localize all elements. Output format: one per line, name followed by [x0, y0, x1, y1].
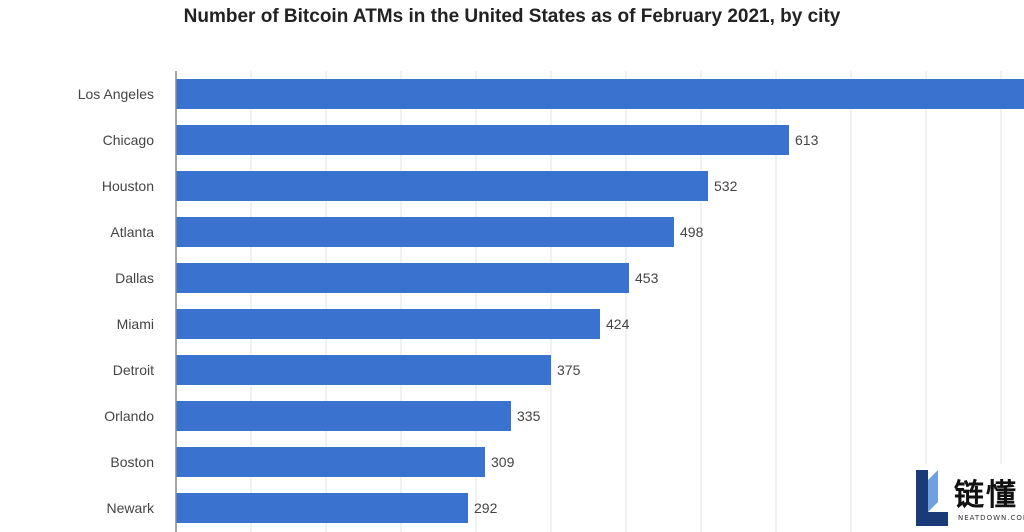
bar — [176, 171, 708, 201]
bar — [176, 79, 1024, 109]
data-label: 453 — [635, 270, 659, 286]
bar — [176, 401, 511, 431]
category-label: Chicago — [103, 132, 155, 148]
data-label: 335 — [517, 408, 541, 424]
category-label: Miami — [117, 316, 154, 332]
watermark-subtext: NEATDOWN.COM — [958, 514, 1024, 522]
data-label: 498 — [680, 224, 704, 240]
category-label: Detroit — [113, 362, 154, 378]
bar — [176, 493, 468, 523]
data-label: 613 — [795, 132, 819, 148]
chart-title: Number of Bitcoin ATMs in the United Sta… — [183, 6, 841, 27]
bar — [176, 447, 485, 477]
category-label: Dallas — [115, 270, 154, 286]
l-logo-icon — [916, 470, 948, 526]
data-label: 424 — [606, 316, 630, 332]
bar — [176, 125, 789, 155]
data-label: 532 — [714, 178, 738, 194]
category-label: Newark — [107, 500, 155, 516]
data-label: 309 — [491, 454, 515, 470]
category-label: Los Angeles — [78, 86, 154, 102]
category-label: Boston — [110, 454, 154, 470]
watermark: 链懂 NEATDOWN.COM — [908, 464, 1024, 532]
bar — [176, 217, 674, 247]
watermark-text: 链懂 — [954, 478, 1018, 513]
category-label: Houston — [102, 178, 154, 194]
data-label: 375 — [557, 362, 581, 378]
data-label: 292 — [474, 500, 498, 516]
bar — [176, 309, 600, 339]
bar — [176, 263, 629, 293]
bar — [176, 355, 551, 385]
category-label: Atlanta — [110, 224, 154, 240]
category-label: Orlando — [104, 408, 154, 424]
